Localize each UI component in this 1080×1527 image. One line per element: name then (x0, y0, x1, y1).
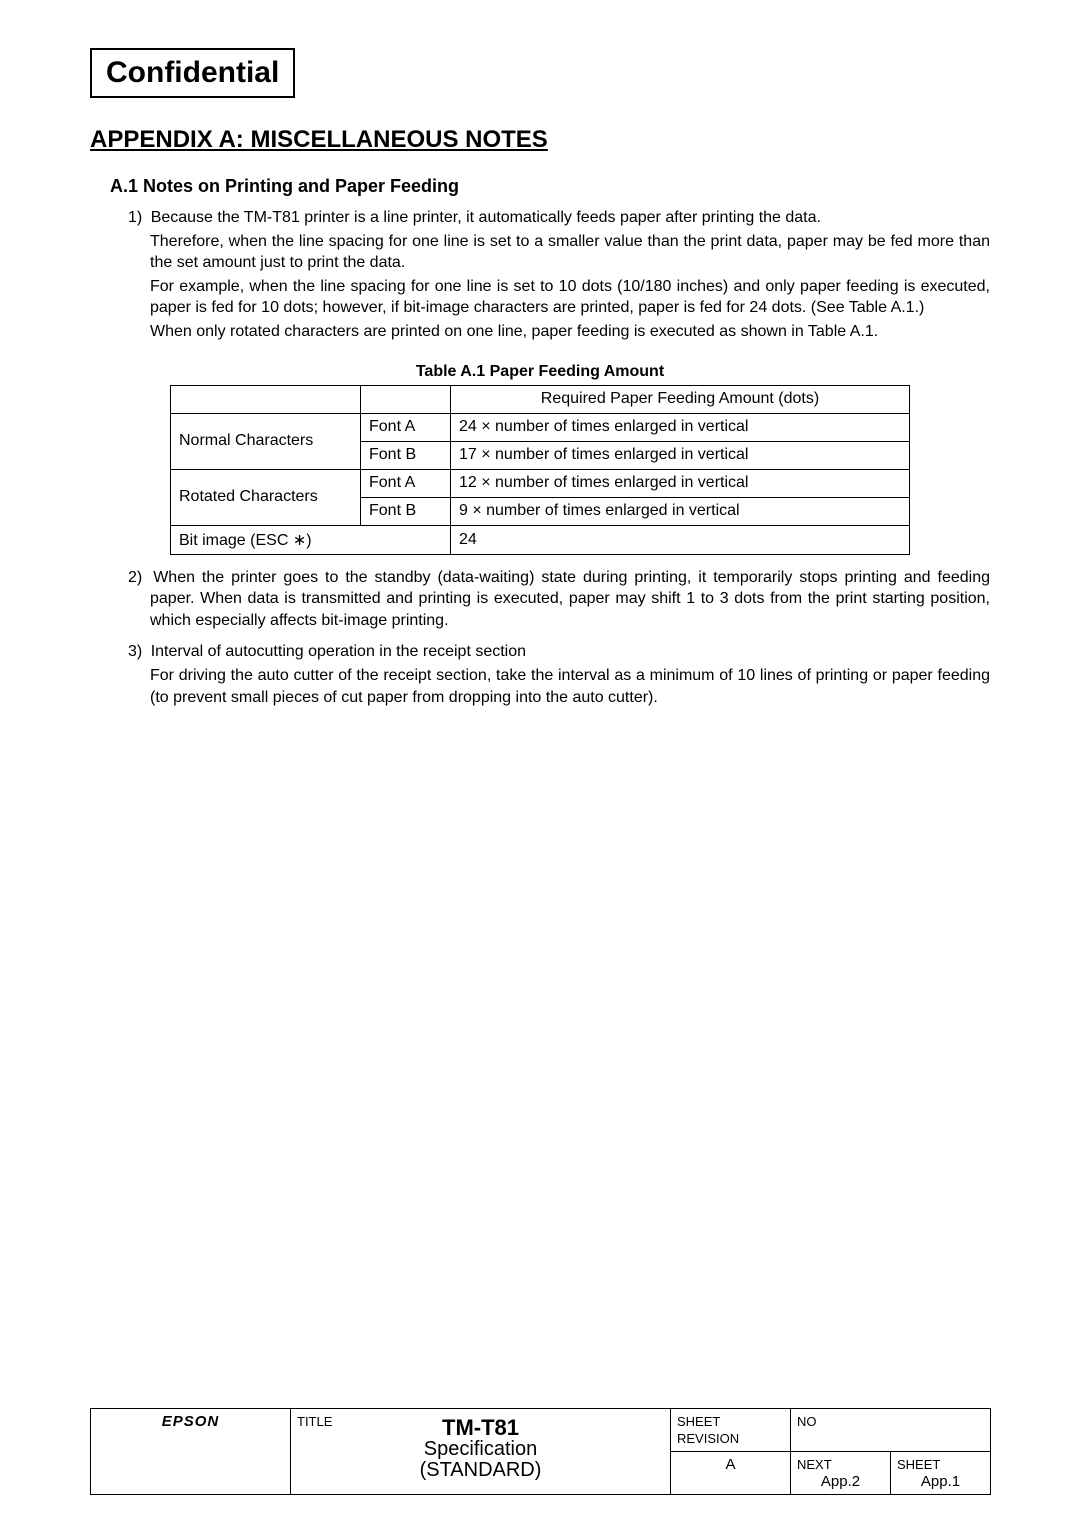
cell-font: Font A (361, 469, 451, 497)
cell-value: 24 × number of times enlarged in vertica… (451, 413, 910, 441)
cell-font: Font B (361, 497, 451, 525)
item-1-label: 1) (128, 209, 142, 226)
epson-logo: EPSON (91, 1409, 291, 1495)
cell-value: 17 × number of times enlarged in vertica… (451, 441, 910, 469)
item-3-p2: For driving the auto cutter of the recei… (150, 665, 990, 708)
item-1-p4: When only rotated characters are printed… (150, 321, 990, 343)
cell-value: 9 × number of times enlarged in vertical (451, 497, 910, 525)
title-label: TITLE (297, 1414, 332, 1429)
item-2: 2) When the printer goes to the standby … (150, 567, 990, 632)
item-3-label: 3) (128, 643, 142, 660)
table-header-blank1 (171, 385, 361, 413)
table-row: Normal Characters Font A 24 × number of … (171, 413, 910, 441)
item-3-p1: Interval of autocutting operation in the… (151, 643, 526, 660)
sheet-label: SHEET (897, 1457, 940, 1472)
item-1-p2: Therefore, when the line spacing for one… (150, 231, 990, 274)
item-1-p1: Because the TM-T81 printer is a line pri… (151, 209, 821, 226)
item-1-p3: For example, when the line spacing for o… (150, 276, 990, 319)
cell-bitimage-value: 24 (451, 525, 910, 554)
table-row: Rotated Characters Font A 12 × number of… (171, 469, 910, 497)
table-row: Bit image (ESC ∗) 24 (171, 525, 910, 554)
table-header-right: Required Paper Feeding Amount (dots) (451, 385, 910, 413)
title-main: TM-T81 (442, 1415, 519, 1440)
table-caption: Table A.1 Paper Feeding Amount (90, 363, 990, 381)
no-label: NO (797, 1414, 817, 1429)
item-1: 1) Because the TM-T81 printer is a line … (150, 207, 990, 343)
sheet-rev-value: A (671, 1452, 791, 1495)
cell-rotated-char: Rotated Characters (171, 469, 361, 525)
title-sub1: Specification (297, 1439, 664, 1460)
title-block: EPSON TITLE TM-T81 Specification (STANDA… (90, 1408, 990, 1495)
item-2-label: 2) (128, 569, 142, 586)
table-header-row: Required Paper Feeding Amount (dots) (171, 385, 910, 413)
cell-font: Font A (361, 413, 451, 441)
next-value: App.2 (797, 1473, 884, 1490)
next-label: NEXT (797, 1457, 832, 1472)
cell-normal-char: Normal Characters (171, 413, 361, 469)
confidential-box: Confidential (90, 48, 990, 126)
table-header-blank2 (361, 385, 451, 413)
cell-bitimage: Bit image (ESC ∗) (171, 525, 451, 554)
sheet-rev-label: SHEET REVISION (677, 1414, 739, 1446)
cell-value: 12 × number of times enlarged in vertica… (451, 469, 910, 497)
feeding-table: Required Paper Feeding Amount (dots) Nor… (170, 385, 910, 555)
item-3: 3) Interval of autocutting operation in … (150, 641, 990, 708)
sheet-value: App.1 (897, 1473, 984, 1490)
item-2-p1: When the printer goes to the standby (da… (150, 569, 990, 629)
appendix-title: APPENDIX A: MISCELLANEOUS NOTES (90, 126, 990, 154)
cell-font: Font B (361, 441, 451, 469)
section-title: A.1 Notes on Printing and Paper Feeding (110, 176, 990, 197)
confidential-label: Confidential (90, 48, 295, 98)
title-sub2: (STANDARD) (297, 1460, 664, 1481)
